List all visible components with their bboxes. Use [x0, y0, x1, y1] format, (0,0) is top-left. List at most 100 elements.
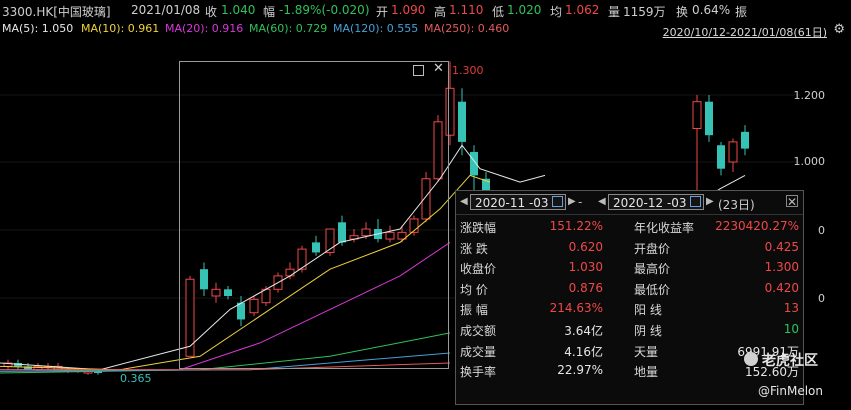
stat-label: 地量	[634, 365, 659, 380]
stat-label: 涨 跌	[460, 241, 488, 256]
ma60-label: MA(60): 0.729	[249, 22, 328, 35]
candle	[433, 115, 443, 183]
date-separator: -	[578, 195, 583, 209]
stat-label: 最高价	[634, 262, 671, 277]
stat-value: 3.64亿	[564, 324, 603, 338]
candle	[24, 363, 32, 370]
candle	[249, 296, 259, 317]
close-value: 1.040	[221, 3, 256, 17]
candle	[237, 296, 245, 327]
amplitude-label: 振	[735, 5, 748, 19]
stat-value: 1.300	[764, 260, 799, 275]
start-next-arrow-icon[interactable]: ▶	[568, 196, 576, 207]
candle	[705, 95, 713, 142]
ma250-label: MA(250): 0.460	[424, 22, 510, 35]
ma120-label: MA(120): 0.555	[333, 22, 419, 35]
ma60-line	[0, 332, 451, 374]
candle	[409, 215, 419, 236]
stat-value: 214.63%	[549, 301, 603, 316]
end-date-value: 2020-12 -03	[613, 196, 687, 210]
candle	[224, 285, 232, 300]
candlestick-chart[interactable]	[0, 38, 851, 410]
stat-label: 涨跌幅	[460, 221, 497, 235]
candle	[728, 138, 738, 173]
stat-value: 2230420.27%	[715, 219, 799, 233]
stat-label: 收盘价	[460, 262, 497, 277]
selection-zoom-icon[interactable]	[413, 65, 424, 76]
candle	[325, 228, 335, 256]
settings-gear-icon[interactable]: ⚙	[833, 22, 845, 37]
end-date-field[interactable]: 2020-12 -03	[608, 194, 704, 210]
popup-header: ◀ 2020-11 -03 ▶ - ◀ 2020-12 -03 ▶ (23日) …	[456, 191, 803, 215]
date-range-link[interactable]: 2020/10/12-2021/01/08(61日)	[662, 26, 827, 39]
stat-label: 年化收益率	[634, 221, 695, 235]
calendar-icon[interactable]	[690, 196, 701, 207]
selection-close-icon[interactable]: ✕	[433, 61, 444, 76]
high-value: 1.110	[449, 3, 484, 17]
stat-label: 最低价	[634, 282, 671, 297]
turnover-value: 0.64%	[692, 3, 731, 17]
end-prev-arrow-icon[interactable]: ◀	[598, 196, 606, 207]
ma10-line	[0, 174, 491, 371]
stat-label: 阴 线	[634, 324, 662, 338]
y-tick-label-2: 1.000	[793, 155, 826, 168]
stat-label: 成交额	[460, 324, 497, 338]
start-date-field[interactable]: 2020-11 -03	[470, 194, 566, 210]
stat-value: 0.876	[568, 280, 603, 295]
candle	[185, 275, 195, 357]
high-label: 高	[434, 5, 447, 19]
ma20-label: MA(20): 0.916	[165, 22, 244, 35]
stat-label: 换手率	[460, 365, 497, 380]
end-next-arrow-icon[interactable]: ▶	[706, 196, 714, 207]
ma10-label: MA(10): 0.961	[81, 22, 160, 35]
candle	[421, 172, 431, 223]
stats-row: 均 价 0.876 最低价 0.420	[456, 279, 803, 299]
candle	[312, 235, 320, 256]
start-prev-arrow-icon[interactable]: ◀	[460, 196, 468, 207]
stat-label: 均 价	[460, 282, 488, 297]
candle	[3, 359, 13, 370]
avg-value: 1.062	[565, 3, 600, 17]
candle	[445, 61, 455, 146]
ma5-line	[0, 144, 546, 371]
candle	[741, 125, 749, 156]
candle	[717, 141, 725, 176]
stats-row: 涨跌幅 151.22% 年化收益率 2230420.27%	[456, 217, 803, 237]
volume-value: 1159万	[623, 5, 666, 19]
change-value: -1.89%(-0.020)	[279, 3, 370, 17]
day-count: (23日)	[718, 198, 755, 212]
low-marker-label: 0.365	[120, 372, 152, 385]
high-marker-label: 1.300	[452, 64, 484, 77]
start-date-value: 2020-11 -03	[475, 196, 549, 210]
range-selection-box[interactable]	[179, 61, 449, 369]
stats-row: 振 幅 214.63% 阳 线 13	[456, 299, 803, 319]
stat-value: 0.620	[568, 239, 603, 254]
watermark-user: @FinMelon	[758, 384, 823, 398]
stat-label: 成交量	[460, 344, 497, 359]
y-tick-label-4: 0	[818, 292, 825, 305]
popup-close-icon[interactable]: ✕	[786, 195, 798, 209]
stat-value: 4.16亿	[564, 344, 603, 359]
y-tick-label-1: 1.200	[793, 89, 826, 102]
open-value: 1.090	[391, 3, 426, 17]
candle	[200, 262, 208, 296]
candle	[385, 225, 395, 243]
candle	[470, 145, 478, 196]
candle	[692, 95, 702, 196]
tiger-logo-icon	[744, 352, 758, 366]
candle	[458, 88, 466, 156]
stat-value: 0.425	[764, 239, 799, 254]
stats-row: 换手率 22.97% 地量 152.60万	[456, 361, 803, 381]
stat-value: 0.420	[764, 280, 799, 295]
open-label: 开	[376, 5, 389, 19]
turnover-label: 换	[676, 5, 689, 19]
stat-value: 152.60万	[745, 365, 799, 380]
stat-value: 10	[783, 322, 799, 336]
avg-label: 均	[550, 5, 563, 19]
calendar-icon[interactable]	[552, 196, 563, 207]
stock-code: 3300.HK[中国玻璃]	[2, 5, 111, 19]
stats-row: 涨 跌 0.620 开盘价 0.425	[456, 238, 803, 258]
ma250-line	[0, 362, 451, 371]
candle	[338, 215, 346, 246]
stat-value: 22.97%	[557, 363, 603, 378]
